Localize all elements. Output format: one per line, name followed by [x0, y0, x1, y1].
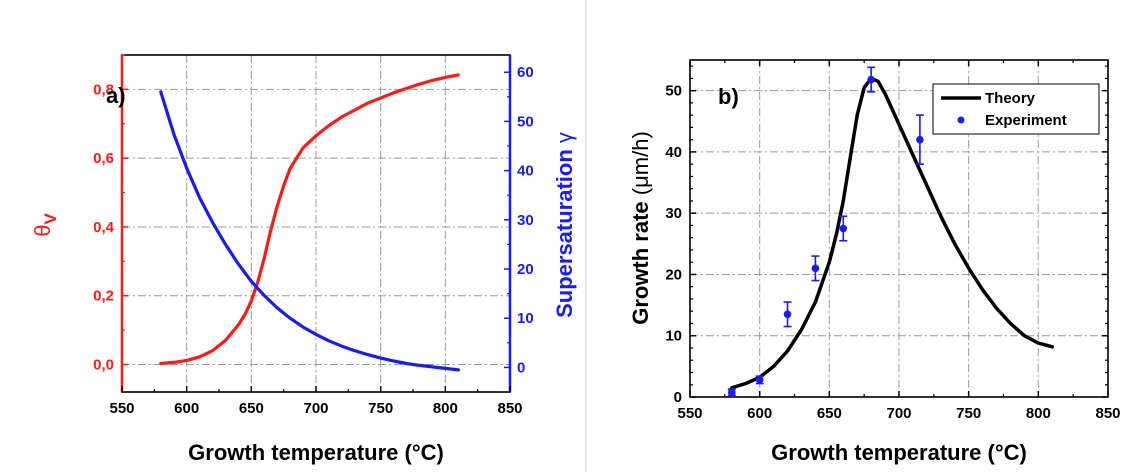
- series-group-a: [159, 73, 460, 372]
- x-tick-label-a: 850: [497, 400, 522, 417]
- legend-b: Theory Experiment: [932, 83, 1100, 135]
- y-tick-label-left-a: 0,6: [93, 150, 114, 167]
- y-tick-label-b: 50: [665, 83, 682, 100]
- y-tick-label-right-a: 50: [517, 113, 534, 130]
- series-group-b: [727, 66, 1055, 396]
- x-tick-label-a: 800: [433, 400, 458, 417]
- y-tick-label-b: 0: [674, 389, 682, 406]
- experiment-point: [867, 75, 875, 84]
- y-tick-label-right-a: 20: [517, 261, 534, 278]
- x-tick-label-b: 550: [677, 405, 702, 422]
- experiment-point: [811, 264, 820, 273]
- x-axis-title-b: Growth temperature (°C): [771, 440, 1027, 465]
- x-tick-label-b: 750: [956, 405, 981, 422]
- x-axis-title-a: Growth temperature (°C): [188, 440, 444, 465]
- ticks-a: 550 600 650 700 750 800 850 0,0 0,2 0,4 0,6 0,8 0 10 2…: [93, 54, 534, 417]
- y-tick-label-right-a: 30: [517, 212, 534, 229]
- panel-label-a: a): [106, 83, 126, 108]
- chart-panel-a: 550 600 650 700 750 800 850 0,0 0,2 0,4 0,6 0,8 0 10 2…: [30, 54, 577, 465]
- y-tick-label-right-a: 0: [517, 359, 525, 376]
- x-tick-label-b: 650: [817, 405, 842, 422]
- y-tick-label-left-a: 0,8: [93, 81, 114, 98]
- x-tick-label-b: 850: [1095, 405, 1120, 422]
- y-axis-title-right-a: Supersaturation γ: [552, 132, 577, 318]
- supersaturation-series-line: [159, 90, 460, 372]
- theta-v-series-line: [159, 73, 460, 366]
- y-tick-label-b: 40: [665, 144, 682, 161]
- panel-label-b: b): [718, 84, 739, 109]
- y-tick-label-right-a: 60: [517, 64, 534, 81]
- x-tick-label-a: 550: [109, 400, 134, 417]
- legend-box-b: [932, 83, 1100, 135]
- experiment-point: [783, 310, 792, 319]
- x-tick-label-a: 750: [368, 400, 393, 417]
- legend-experiment-marker: [957, 116, 965, 124]
- y-title-subscript-a: V: [41, 213, 60, 225]
- experiment-point: [755, 376, 764, 384]
- y-tick-label-b: 30: [665, 205, 682, 222]
- y-title-text-b: Growth rate: [628, 195, 653, 325]
- x-tick-label-b: 700: [886, 405, 911, 422]
- chart-panel-b: 550 600 650 700 750 800 850 0 10 20 30 40 50 b) Grow…: [628, 59, 1121, 465]
- experiment-point: [728, 388, 736, 396]
- experiment-point: [916, 135, 924, 144]
- y-right-title-symbol-a: γ: [552, 132, 577, 143]
- y-tick-label-b: 20: [665, 266, 682, 283]
- x-tick-label-b: 800: [1026, 405, 1051, 422]
- y-axis-title-b: Growth rate (μm/h): [628, 131, 653, 325]
- grid-a: [122, 55, 510, 392]
- x-tick-label-a: 700: [303, 400, 328, 417]
- y-tick-label-left-a: 0,0: [93, 356, 114, 373]
- y-tick-label-right-a: 10: [517, 310, 534, 327]
- y-axis-title-left-a: θV: [30, 213, 60, 237]
- y-title-symbol-a: θ: [30, 225, 55, 237]
- y-tick-label-b: 10: [665, 328, 682, 345]
- x-tick-label-b: 600: [747, 405, 772, 422]
- ticks-b: 550 600 650 700 750 800 850 0 10 20 30 40 50: [665, 60, 1121, 422]
- y-tick-label-right-a: 40: [517, 163, 534, 180]
- y-title-unit-b: (μm/h): [628, 131, 653, 195]
- y-tick-label-left-a: 0,2: [93, 288, 114, 305]
- legend-theory-label: Theory: [985, 90, 1036, 107]
- x-tick-label-a: 600: [174, 400, 199, 417]
- y-tick-label-left-a: 0,4: [93, 219, 115, 236]
- experiment-point: [839, 224, 848, 233]
- y-right-title-text-a: Supersaturation: [552, 143, 577, 318]
- x-tick-label-a: 650: [239, 400, 264, 417]
- legend-experiment-label: Experiment: [985, 112, 1067, 129]
